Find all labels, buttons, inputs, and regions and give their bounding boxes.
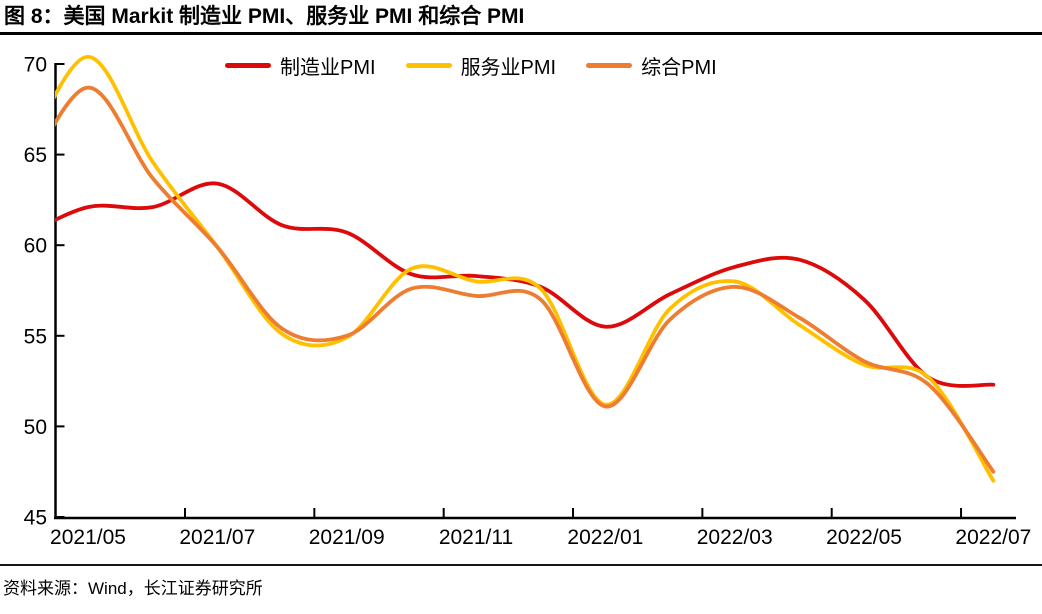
source-note: 资料来源：Wind，长江证券研究所 — [0, 564, 1042, 599]
y-tick-label: 50 — [24, 416, 47, 439]
x-tick-label: 2021/09 — [309, 526, 385, 549]
legend-label-composite: 综合PMI — [641, 57, 717, 79]
legend-line-services-icon — [405, 63, 452, 68]
legend-item-composite: 综合PMI — [586, 51, 717, 80]
legend-label-services: 服务业PMI — [460, 57, 557, 79]
x-tick-label: 2021/11 — [439, 526, 513, 549]
y-tick-label: 60 — [24, 235, 47, 258]
figure-header: 图 8：美国 Markit 制造业 PMI、服务业 PMI 和综合 PMI — [0, 0, 1042, 35]
y-tick-label: 55 — [24, 325, 47, 348]
x-tick-label: 2022/03 — [697, 526, 773, 549]
legend-label-manufacturing: 制造业PMI — [280, 57, 376, 79]
x-tick-label: 2021/05 — [50, 526, 126, 549]
legend: 制造业PMI 服务业PMI 综合PMI — [225, 51, 717, 80]
legend-line-composite-icon — [586, 63, 633, 68]
legend-line-manufacturing-icon — [225, 63, 271, 68]
x-tick-label: 2022/01 — [567, 526, 643, 549]
pmi-line-chart: 45 50 55 60 65 70 2021/05 2021/07 2021/09 2021/11… — [24, 54, 1032, 550]
y-tick-label: 65 — [24, 144, 47, 167]
series-line-services — [55, 54, 996, 483]
series-line-composite — [55, 85, 996, 474]
chart-area: 45 50 55 60 65 70 2021/05 2021/07 2021/09 2021/11… — [0, 35, 1042, 564]
chart-title: 图 8：美国 Markit 制造业 PMI、服务业 PMI 和综合 PMI — [4, 5, 525, 28]
x-tick-label: 2021/07 — [179, 526, 255, 549]
legend-item-manufacturing: 制造业PMI — [225, 51, 376, 80]
x-tick-label: 2022/05 — [826, 526, 902, 549]
y-tick-label: 45 — [24, 507, 47, 530]
x-tick-label: 2022/07 — [955, 526, 1031, 549]
y-tick-label: 70 — [24, 54, 47, 77]
legend-item-services: 服务业PMI — [405, 51, 557, 80]
